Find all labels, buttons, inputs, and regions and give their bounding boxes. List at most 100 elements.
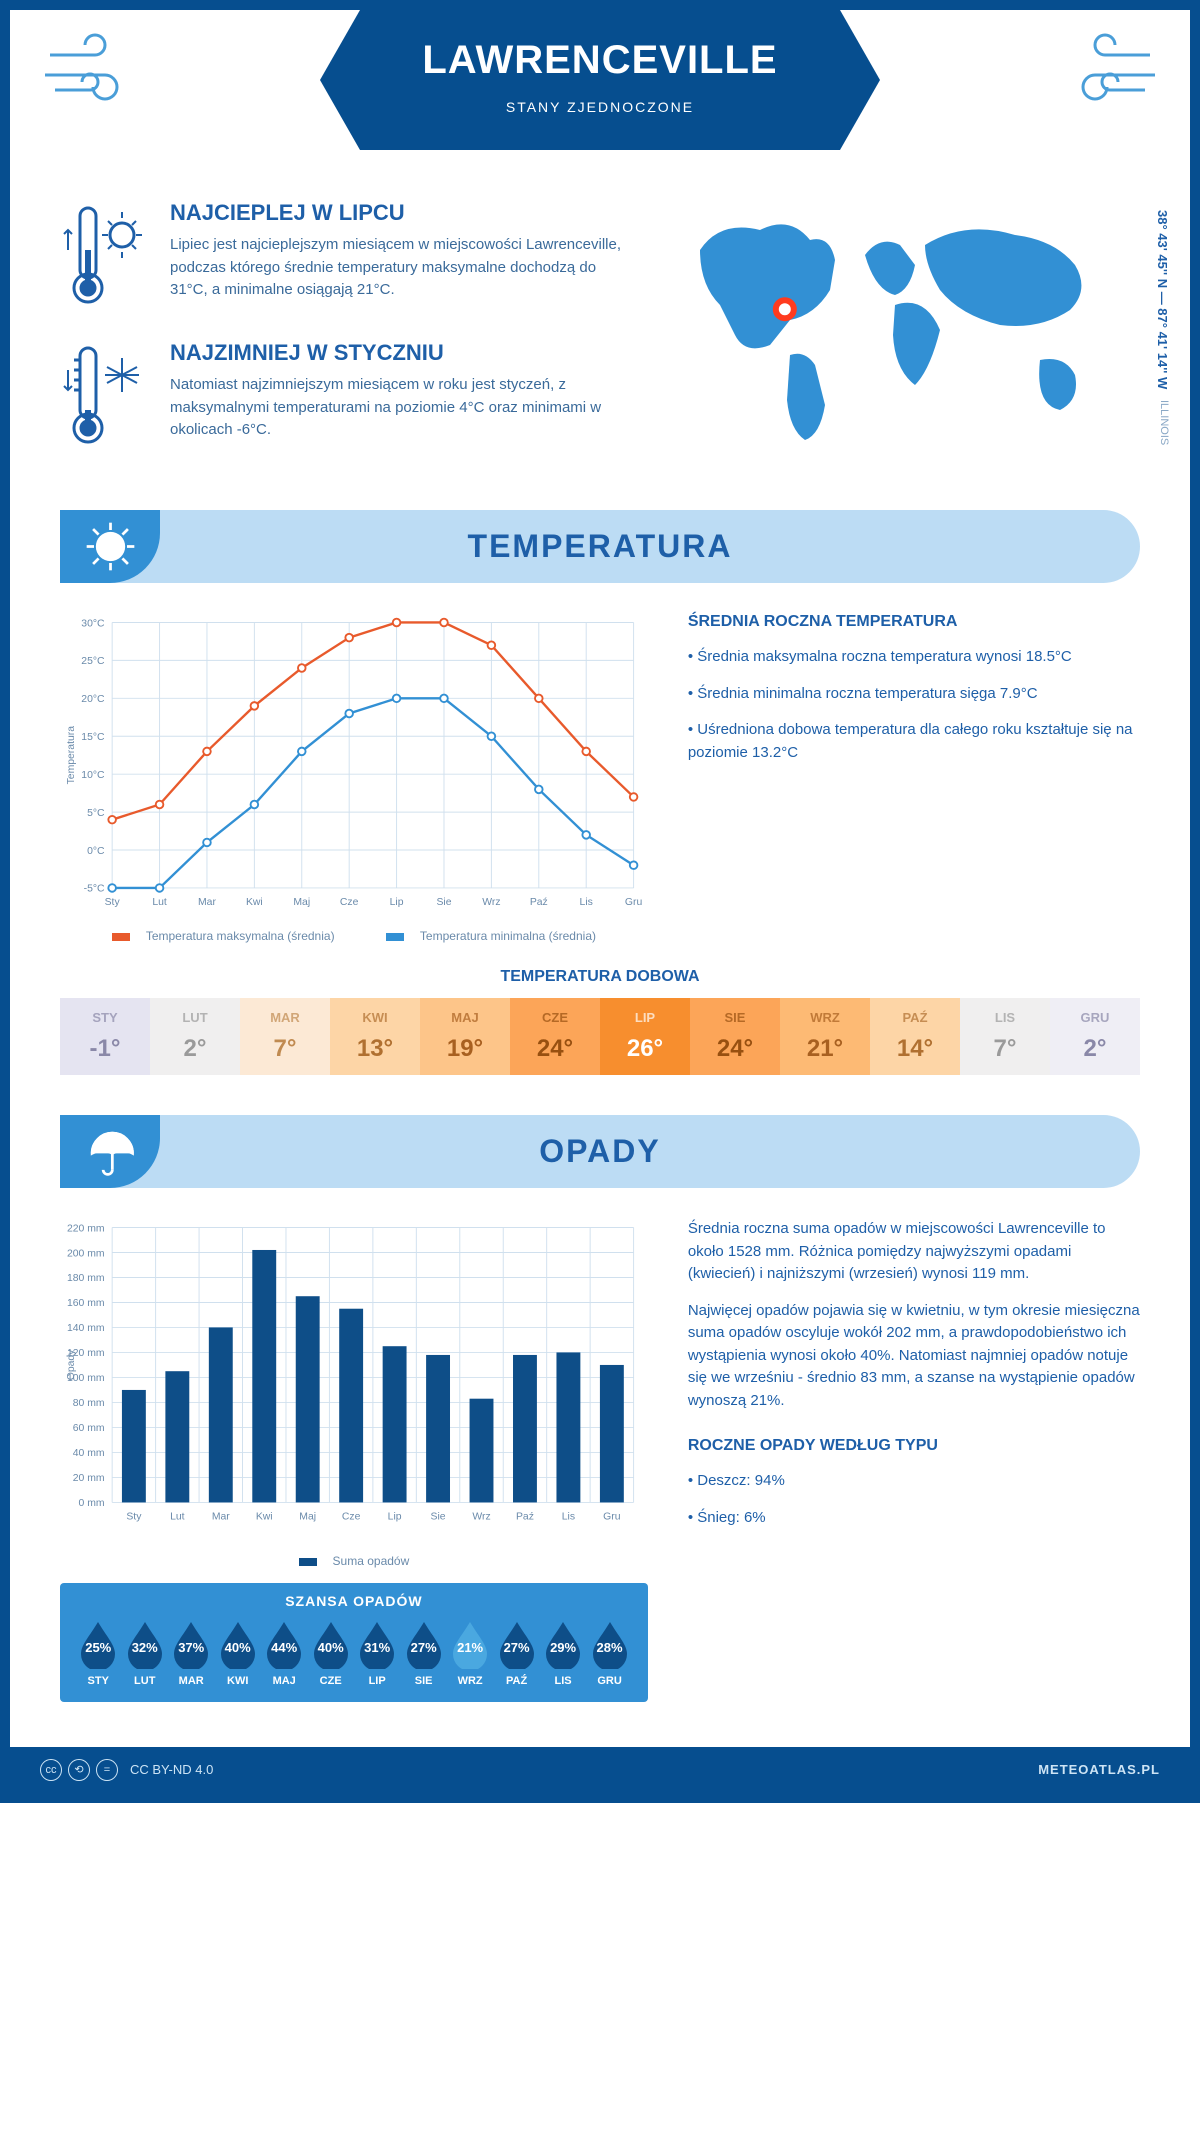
chance-title: SZANSA OPADÓW bbox=[75, 1593, 633, 1609]
wind-icon bbox=[40, 30, 140, 124]
svg-text:Maj: Maj bbox=[299, 1512, 316, 1523]
chance-drop: 32% LUT bbox=[121, 1619, 167, 1687]
license-text: CC BY-ND 4.0 bbox=[130, 1762, 213, 1777]
chance-drop: 31% LIP bbox=[354, 1619, 400, 1687]
precipitation-title: OPADY bbox=[60, 1133, 1140, 1170]
coldest-block: NAJZIMNIEJ W STYCZNIU Natomiast najzimni… bbox=[60, 340, 630, 455]
daily-temp-cell: LIP26° bbox=[600, 998, 690, 1075]
svg-text:Sie: Sie bbox=[431, 1512, 446, 1523]
chance-drop: 27% SIE bbox=[400, 1619, 446, 1687]
cc-icons: cc⟲= bbox=[40, 1759, 118, 1781]
thermometer-cold-icon bbox=[60, 340, 150, 455]
daily-temperature-row: STY-1°LUT2°MAR7°KWI13°MAJ19°CZE24°LIP26°… bbox=[60, 998, 1140, 1075]
chance-drop: 28% GRU bbox=[586, 1619, 632, 1687]
svg-text:30°C: 30°C bbox=[81, 618, 105, 629]
svg-text:Lip: Lip bbox=[388, 1512, 402, 1523]
chance-drop: 25% STY bbox=[75, 1619, 121, 1687]
wind-icon bbox=[1060, 30, 1160, 124]
daily-temp-cell: WRZ21° bbox=[780, 998, 870, 1075]
svg-text:Paź: Paź bbox=[516, 1512, 534, 1523]
daily-temperature-title: TEMPERATURA DOBOWA bbox=[60, 968, 1140, 986]
daily-temp-cell: LIS7° bbox=[960, 998, 1050, 1075]
svg-text:200 mm: 200 mm bbox=[67, 1249, 105, 1260]
svg-text:Mar: Mar bbox=[198, 897, 216, 908]
svg-text:Cze: Cze bbox=[340, 897, 359, 908]
svg-text:Opady: Opady bbox=[66, 1349, 77, 1380]
svg-text:-5°C: -5°C bbox=[84, 884, 105, 895]
chance-drop: 21% WRZ bbox=[447, 1619, 493, 1687]
by-type-heading: ROCZNE OPADY WEDŁUG TYPU bbox=[688, 1437, 1140, 1455]
city-name: LAWRENCEVILLE bbox=[360, 38, 840, 83]
svg-text:Sie: Sie bbox=[436, 897, 451, 908]
header: LAWRENCEVILLE STANY ZJEDNOCZONE bbox=[10, 10, 1190, 180]
temp-info-heading: ŚREDNIA ROCZNA TEMPERATURA bbox=[688, 613, 1140, 631]
thermometer-hot-icon bbox=[60, 200, 150, 315]
coldest-title: NAJZIMNIEJ W STYCZNIU bbox=[170, 340, 630, 366]
by-type-item: • Śnieg: 6% bbox=[688, 1507, 1140, 1530]
coordinates: 38° 43' 45'' N — 87° 41' 14'' W bbox=[1155, 210, 1170, 389]
svg-text:Paź: Paź bbox=[530, 897, 548, 908]
svg-text:10°C: 10°C bbox=[81, 770, 105, 781]
temp-bullet: • Średnia maksymalna roczna temperatura … bbox=[688, 646, 1140, 669]
daily-temp-cell: CZE24° bbox=[510, 998, 600, 1075]
title-ribbon: LAWRENCEVILLE STANY ZJEDNOCZONE bbox=[360, 10, 840, 150]
temperature-info: ŚREDNIA ROCZNA TEMPERATURA • Średnia mak… bbox=[688, 613, 1140, 943]
sun-icon bbox=[60, 510, 160, 583]
svg-text:20°C: 20°C bbox=[81, 694, 105, 705]
svg-text:Maj: Maj bbox=[293, 897, 310, 908]
chance-drop: 27% PAŹ bbox=[493, 1619, 539, 1687]
svg-text:Lut: Lut bbox=[170, 1512, 185, 1523]
temp-bullet: • Uśredniona dobowa temperatura dla całe… bbox=[688, 719, 1140, 764]
temperature-title: TEMPERATURA bbox=[60, 528, 1140, 565]
daily-temp-cell: SIE24° bbox=[690, 998, 780, 1075]
svg-text:220 mm: 220 mm bbox=[67, 1224, 105, 1235]
svg-text:60 mm: 60 mm bbox=[73, 1424, 105, 1435]
svg-text:160 mm: 160 mm bbox=[67, 1299, 105, 1310]
hottest-title: NAJCIEPLEJ W LIPCU bbox=[170, 200, 630, 226]
world-map: 38° 43' 45'' N — 87° 41' 14'' W ILLINOIS bbox=[660, 200, 1140, 480]
svg-text:25°C: 25°C bbox=[81, 656, 105, 667]
precipitation-section-header: OPADY bbox=[60, 1115, 1140, 1188]
precipitation-chance-box: SZANSA OPADÓW 25% STY 32% LUT 37% MAR 40… bbox=[60, 1583, 648, 1702]
precip-text-1: Średnia roczna suma opadów w miejscowośc… bbox=[688, 1218, 1140, 1286]
svg-text:Gru: Gru bbox=[603, 1512, 621, 1523]
daily-temp-cell: GRU2° bbox=[1050, 998, 1140, 1075]
svg-text:0 mm: 0 mm bbox=[79, 1499, 105, 1510]
temp-bullet: • Średnia minimalna roczna temperatura s… bbox=[688, 683, 1140, 706]
footer: cc⟲= CC BY-ND 4.0 METEOATLAS.PL bbox=[10, 1747, 1190, 1793]
svg-text:0°C: 0°C bbox=[87, 846, 105, 857]
svg-text:20 mm: 20 mm bbox=[73, 1474, 105, 1485]
svg-text:Cze: Cze bbox=[342, 1512, 361, 1523]
svg-text:Wrz: Wrz bbox=[482, 897, 500, 908]
infographic-frame: LAWRENCEVILLE STANY ZJEDNOCZONE NAJCIEPL… bbox=[0, 0, 1200, 1803]
brand: METEOATLAS.PL bbox=[1038, 1762, 1160, 1777]
chance-drop: 40% CZE bbox=[307, 1619, 353, 1687]
precip-legend: Suma opadów bbox=[60, 1554, 648, 1568]
chance-drop: 40% KWI bbox=[214, 1619, 260, 1687]
hottest-text: Lipiec jest najcieplejszym miesiącem w m… bbox=[170, 234, 630, 302]
temperature-line-chart: -5°C 0°C 5°C 10°C 15°C 20°C 25°C 30°C Sty Lut Mar K… bbox=[60, 613, 648, 943]
svg-text:15°C: 15°C bbox=[81, 732, 105, 743]
svg-text:Wrz: Wrz bbox=[472, 1512, 490, 1523]
svg-text:40 mm: 40 mm bbox=[73, 1449, 105, 1460]
daily-temp-cell: STY-1° bbox=[60, 998, 150, 1075]
precipitation-info: Średnia roczna suma opadów w miejscowośc… bbox=[688, 1218, 1140, 1701]
daily-temp-cell: KWI13° bbox=[330, 998, 420, 1075]
precip-text-2: Najwięcej opadów pojawia się w kwietniu,… bbox=[688, 1300, 1140, 1413]
svg-text:Gru: Gru bbox=[625, 897, 643, 908]
coldest-text: Natomiast najzimniejszym miesiącem w rok… bbox=[170, 374, 630, 442]
svg-text:Lip: Lip bbox=[390, 897, 404, 908]
state-label: ILLINOIS bbox=[1158, 400, 1170, 445]
svg-text:Sty: Sty bbox=[126, 1512, 142, 1523]
temperature-section-header: TEMPERATURA bbox=[60, 510, 1140, 583]
daily-temp-cell: MAJ19° bbox=[420, 998, 510, 1075]
svg-text:Lut: Lut bbox=[152, 897, 167, 908]
daily-temp-cell: MAR7° bbox=[240, 998, 330, 1075]
svg-text:Sty: Sty bbox=[105, 897, 121, 908]
svg-text:Kwi: Kwi bbox=[256, 1512, 273, 1523]
svg-text:Lis: Lis bbox=[562, 1512, 575, 1523]
chance-drop: 44% MAJ bbox=[261, 1619, 307, 1687]
svg-text:Temperatura: Temperatura bbox=[66, 726, 77, 785]
svg-text:Kwi: Kwi bbox=[246, 897, 263, 908]
svg-text:5°C: 5°C bbox=[87, 808, 105, 819]
